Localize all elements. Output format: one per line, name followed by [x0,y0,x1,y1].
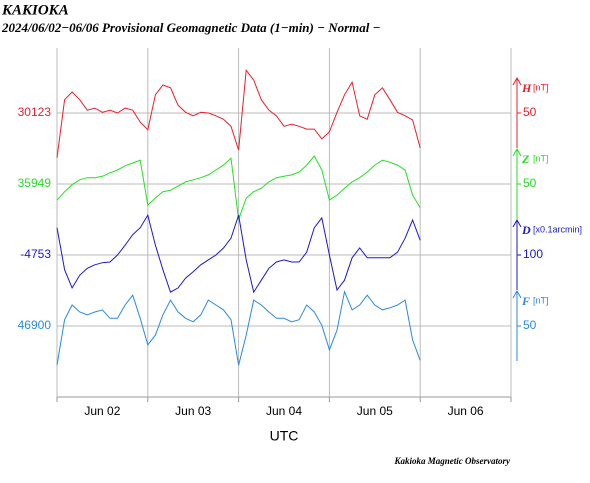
series-unit: [nT] [533,82,549,92]
x-tick-label: Jun 06 [448,404,484,418]
x-tick-label: Jun 04 [266,404,302,418]
baseline-label: -4753 [20,247,51,261]
chart-subtitle: 2024/06/02−06/06 Provisional Geomagnetic… [1,20,381,35]
y-tick-label: 100 [523,247,543,261]
y-axis-arrow [512,218,522,228]
y-tick-label: 50 [523,176,537,190]
series-line [56,289,421,366]
series-name: D [521,223,531,237]
y-axis-arrow [512,147,522,157]
y-tick-label: 50 [523,105,537,119]
x-tick-label: Jun 05 [357,404,393,418]
y-axis-arrow [512,289,522,299]
y-tick-label: 50 [523,318,537,332]
series-name: H [521,81,532,95]
series-line [56,155,421,220]
baseline-label: 35949 [18,176,52,190]
series-line [56,68,421,158]
series-line [56,213,421,294]
x-tick-label: Jun 02 [84,404,120,418]
x-axis-label: UTC [270,428,299,444]
footer: Kakioka Magnetic Observatory [394,456,511,466]
series-name: Z [521,152,530,166]
series-unit: [nT] [533,153,549,163]
y-axis-arrow [512,76,522,86]
x-tick-label: Jun 03 [175,404,211,418]
chart-title: KAKIOKA [1,2,69,18]
baseline-label: 46900 [18,318,52,332]
series-name: F [521,294,530,308]
baseline-label: 30123 [18,105,52,119]
series-unit: [nT] [533,295,549,305]
series-unit: [x0.1arcmin] [533,224,582,234]
